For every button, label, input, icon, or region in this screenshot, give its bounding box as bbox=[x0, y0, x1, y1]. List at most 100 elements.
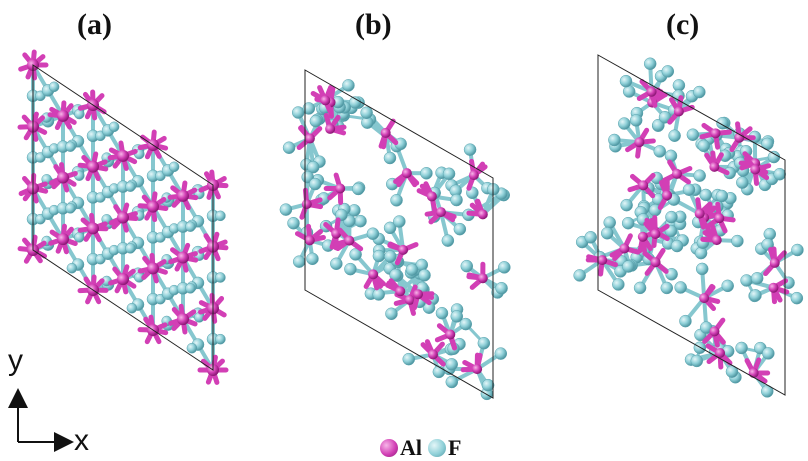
f-atom bbox=[445, 375, 459, 389]
f-atom bbox=[420, 167, 433, 180]
x-axis-label: x bbox=[74, 424, 89, 457]
f-atom bbox=[670, 239, 684, 253]
f-atom bbox=[690, 354, 704, 368]
al-atom bbox=[710, 128, 721, 139]
f-atom bbox=[668, 129, 681, 142]
f-atom bbox=[453, 222, 467, 236]
al-atom bbox=[117, 211, 129, 224]
al-atom bbox=[57, 171, 69, 184]
f-atom bbox=[287, 216, 300, 230]
f-atom bbox=[736, 176, 749, 189]
f-atom bbox=[344, 262, 357, 276]
f-atom bbox=[573, 269, 586, 282]
al-atom bbox=[711, 235, 722, 246]
al-atom bbox=[404, 294, 415, 305]
f-atom bbox=[450, 310, 464, 323]
f-atom bbox=[750, 272, 764, 285]
f-atom bbox=[721, 279, 734, 293]
f-atom bbox=[432, 365, 446, 379]
f-atom bbox=[697, 139, 711, 153]
f-atom bbox=[660, 281, 674, 295]
panel-a-unit-cell bbox=[32, 64, 214, 371]
al-atom bbox=[748, 367, 759, 378]
f-atom bbox=[608, 133, 621, 147]
f-atom bbox=[383, 151, 397, 165]
al-atom bbox=[304, 133, 315, 144]
panel-c-label: (c) bbox=[666, 8, 700, 41]
al-atom bbox=[177, 251, 189, 264]
f-atom bbox=[215, 333, 226, 345]
f-atom bbox=[74, 232, 85, 243]
f-atom bbox=[601, 226, 614, 240]
al-atom bbox=[671, 168, 682, 179]
f-atom bbox=[342, 79, 355, 92]
panel-b-unit-cell bbox=[304, 69, 494, 399]
al-atom bbox=[435, 207, 446, 218]
f-atom bbox=[441, 234, 455, 247]
al-atom bbox=[694, 208, 705, 219]
axes-indicator bbox=[8, 388, 74, 452]
f-atom bbox=[168, 161, 180, 173]
al-atom bbox=[401, 168, 412, 179]
f-atom bbox=[661, 65, 675, 78]
f-atom bbox=[686, 128, 700, 141]
f-atom bbox=[309, 177, 322, 191]
f-atom bbox=[309, 114, 323, 128]
al-atom bbox=[147, 200, 159, 213]
panel-c-structure bbox=[573, 57, 804, 398]
legend-item-al: Al bbox=[380, 435, 422, 461]
f-atom bbox=[450, 193, 463, 207]
f-atom bbox=[460, 259, 474, 273]
f-atom bbox=[715, 189, 729, 203]
panel-a-label: (a) bbox=[77, 8, 112, 41]
panel-b-label: (b) bbox=[355, 8, 392, 41]
f-atom bbox=[445, 358, 458, 371]
f-atom bbox=[749, 289, 762, 302]
f-atom bbox=[393, 215, 406, 228]
f-atom bbox=[385, 307, 398, 321]
f-atom bbox=[349, 248, 362, 261]
al-atom bbox=[57, 233, 69, 246]
f-atom bbox=[185, 221, 196, 232]
f-atom bbox=[622, 260, 635, 273]
f-atom bbox=[791, 243, 804, 257]
f-atom bbox=[477, 336, 491, 350]
al-atom bbox=[320, 95, 331, 106]
al-atom bbox=[650, 229, 661, 240]
al-atom bbox=[335, 183, 346, 194]
f-atom bbox=[693, 169, 706, 182]
f-atom bbox=[693, 85, 706, 99]
al-atom-icon bbox=[380, 439, 398, 457]
f-atom bbox=[481, 378, 495, 392]
f-atom bbox=[494, 347, 508, 360]
f-atom bbox=[65, 141, 76, 152]
f-atom bbox=[279, 203, 293, 216]
f-atom bbox=[674, 281, 687, 294]
al-atom bbox=[398, 244, 409, 255]
f-atom bbox=[48, 81, 60, 93]
al-atom bbox=[769, 257, 780, 268]
f-atom bbox=[682, 183, 696, 196]
f-atom bbox=[66, 262, 78, 274]
al-atom bbox=[87, 160, 99, 173]
f-atom bbox=[360, 106, 373, 119]
panel-b-structure bbox=[279, 79, 511, 401]
f-atom bbox=[735, 341, 748, 355]
f-atom bbox=[694, 246, 708, 260]
al-atom bbox=[650, 257, 661, 268]
f-atom bbox=[773, 167, 786, 181]
f-atom bbox=[292, 255, 306, 268]
f-atom bbox=[405, 263, 419, 276]
f-atom bbox=[302, 102, 316, 115]
y-axis-label: y bbox=[8, 344, 23, 377]
legend-item-f: F bbox=[428, 435, 461, 461]
f-atom bbox=[463, 143, 477, 156]
f-atom bbox=[584, 231, 597, 244]
f-atom bbox=[74, 108, 85, 120]
al-atom bbox=[699, 293, 710, 304]
legend-label-f: F bbox=[448, 435, 462, 460]
al-atom bbox=[715, 347, 726, 358]
al-atom bbox=[673, 106, 684, 117]
f-atom bbox=[389, 268, 402, 282]
